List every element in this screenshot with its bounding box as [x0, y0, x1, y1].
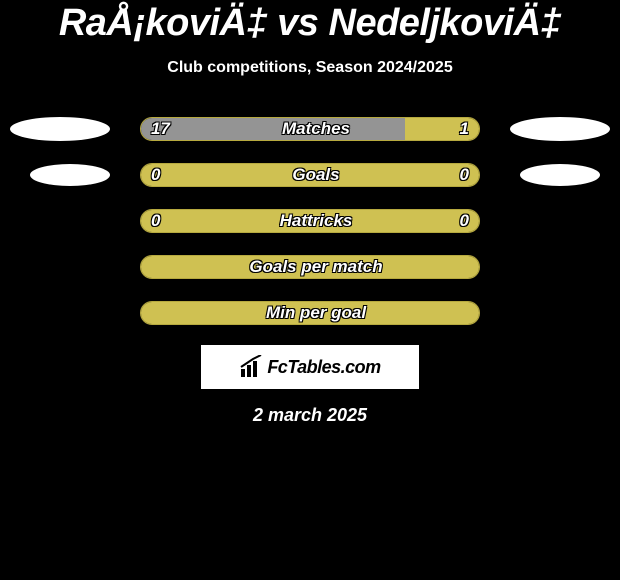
stat-bar-mpg: Min per goal — [140, 301, 480, 325]
stat-bar-hattricks: 0 Hattricks 0 — [140, 209, 480, 233]
stat-row-goals: 0 Goals 0 — [0, 163, 620, 187]
page-root: RaÅ¡koviÄ‡ vs NedeljkoviÄ‡ Club competit… — [0, 0, 620, 580]
player-left-avatar-small — [30, 164, 110, 186]
stat-row-matches: 17 Matches 1 — [0, 117, 620, 141]
chart-icon — [239, 355, 263, 379]
player-left-avatar — [10, 117, 110, 141]
stat-row-mpg: Min per goal — [0, 301, 620, 325]
stat-bar-matches: 17 Matches 1 — [140, 117, 480, 141]
site-logo-box: FcTables.com — [201, 345, 419, 389]
stat-bar-gpm-left-seg — [141, 256, 479, 278]
stat-bar-matches-left-seg — [141, 118, 405, 140]
footer-date: 2 march 2025 — [0, 405, 620, 426]
page-subtitle: Club competitions, Season 2024/2025 — [0, 59, 620, 77]
site-logo-text: FcTables.com — [267, 357, 380, 378]
stat-bar-matches-right-seg — [405, 118, 479, 140]
stat-row-gpm: Goals per match — [0, 255, 620, 279]
page-title: RaÅ¡koviÄ‡ vs NedeljkoviÄ‡ — [0, 0, 620, 45]
stat-bar-mpg-left-seg — [141, 302, 479, 324]
stat-bars: 17 Matches 1 0 Goals 0 0 Ha — [0, 117, 620, 325]
player-right-avatar — [510, 117, 610, 141]
stat-bar-hattricks-left-seg — [141, 210, 479, 232]
stat-row-hattricks: 0 Hattricks 0 — [0, 209, 620, 233]
player-right-avatar-small — [520, 164, 600, 186]
stat-bar-gpm: Goals per match — [140, 255, 480, 279]
stat-bar-goals-left-seg — [141, 164, 479, 186]
stat-bar-goals: 0 Goals 0 — [140, 163, 480, 187]
